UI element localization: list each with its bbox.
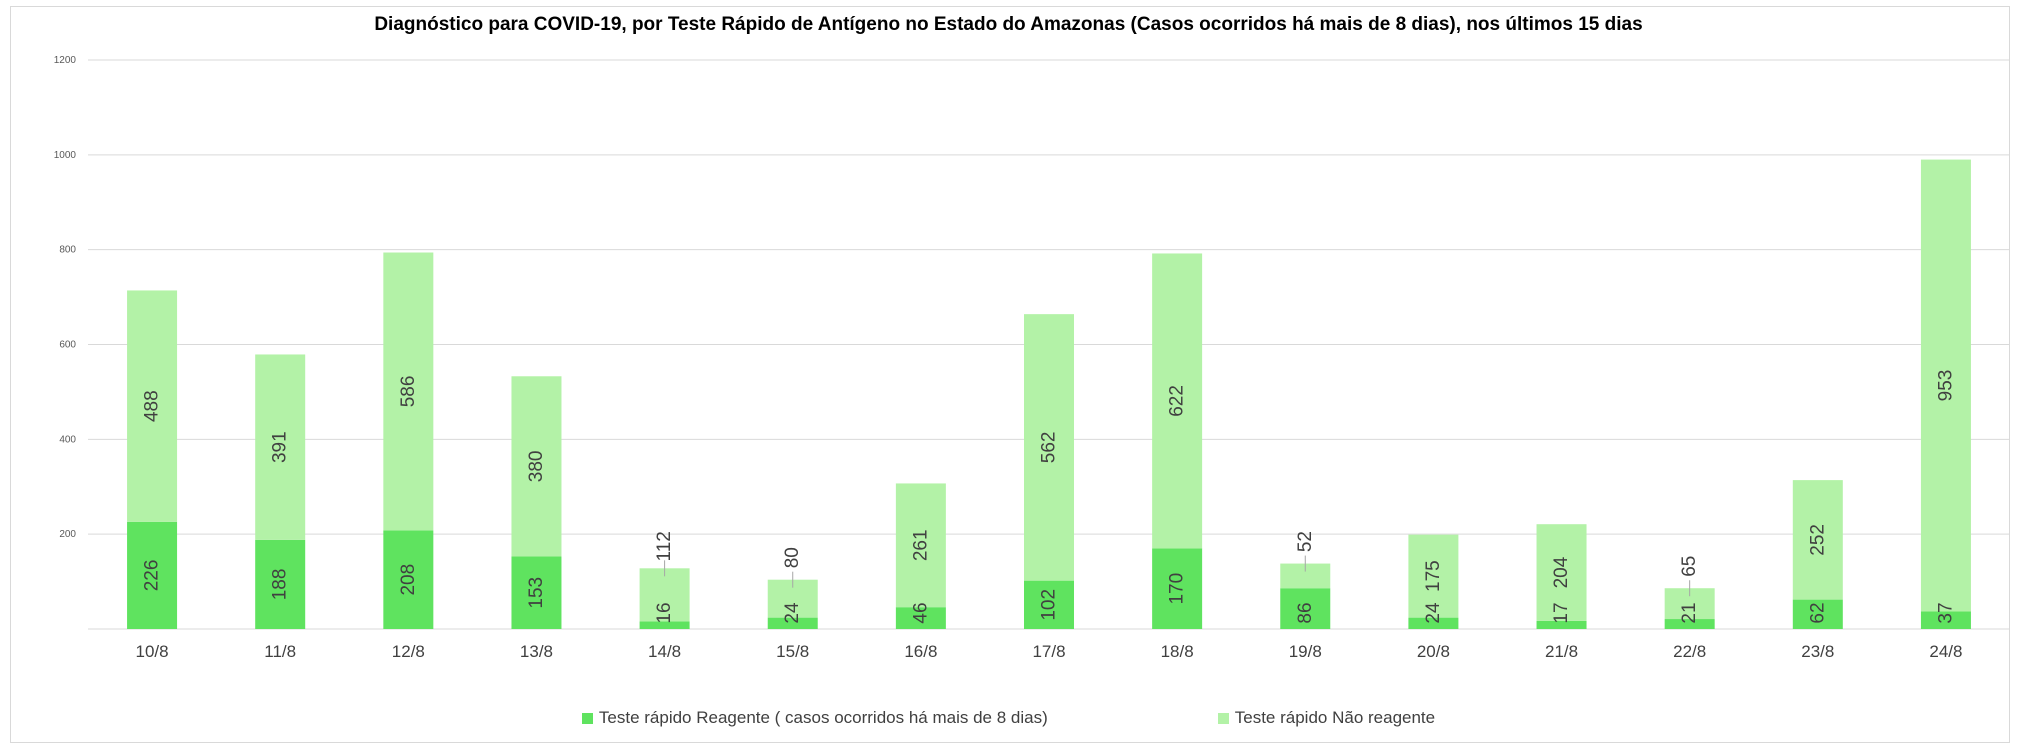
legend: Teste rápido Reagente ( casos ocorridos …: [0, 708, 2017, 728]
bar-reagente: [1792, 599, 1843, 629]
x-tick-label: 21/8: [1545, 642, 1578, 661]
bar-nao-reagente: [255, 354, 306, 540]
bar-nao-reagente: [1536, 524, 1587, 621]
y-tick-label: 800: [59, 245, 76, 256]
bar-reagente: [639, 621, 690, 629]
bar-nao-reagente: [895, 483, 946, 608]
legend-item: Teste rápido Reagente ( casos ocorridos …: [581, 708, 1048, 728]
data-label-nao-reagente: 52: [1295, 531, 1316, 552]
bar-reagente: [1920, 611, 1971, 629]
bar-reagente: [127, 521, 178, 629]
data-label-reagente: 24: [1423, 602, 1444, 624]
data-label-reagente: 21: [1679, 602, 1700, 623]
legend-swatch: [581, 712, 593, 724]
legend-swatch: [1217, 712, 1229, 724]
legend-label: Teste rápido Reagente ( casos ocorridos …: [598, 708, 1048, 727]
bar-reagente: [1152, 548, 1203, 629]
bar-reagente: [895, 607, 946, 629]
x-tick-label: 19/8: [1289, 642, 1322, 661]
bar-nao-reagente: [1408, 534, 1459, 618]
y-tick-label: 1000: [54, 150, 77, 161]
data-label-reagente: 16: [654, 602, 675, 623]
bar-nao-reagente: [1792, 480, 1843, 600]
bar-reagente: [767, 617, 818, 629]
bar-reagente: [1536, 620, 1587, 629]
y-tick-label: 600: [59, 340, 76, 351]
data-label-nao-reagente: 380: [526, 451, 547, 483]
bar-nao-reagente: [1920, 159, 1971, 612]
data-label-nao-reagente: 261: [910, 529, 931, 561]
data-label-nao-reagente: 204: [1551, 556, 1572, 588]
x-tick-label: 15/8: [776, 642, 809, 661]
bar-nao-reagente: [127, 290, 178, 522]
data-label-nao-reagente: 622: [1167, 385, 1188, 417]
data-label-reagente: 208: [398, 564, 419, 596]
bar-reagente: [1024, 580, 1074, 629]
bar-nao-reagente: [383, 252, 434, 531]
data-label-nao-reagente: 953: [1935, 370, 1956, 402]
x-tick-label: 24/8: [1929, 642, 1962, 661]
data-label-reagente: 153: [526, 577, 547, 609]
bar-reagente: [511, 556, 562, 629]
bar-reagente: [1280, 588, 1331, 629]
x-tick-label: 23/8: [1801, 642, 1834, 661]
bar-nao-reagente: [1152, 253, 1203, 549]
data-label-nao-reagente: 562: [1039, 432, 1060, 464]
data-label-nao-reagente: 112: [654, 531, 675, 561]
data-label-reagente: 170: [1167, 573, 1188, 605]
x-tick-label: 16/8: [904, 642, 937, 661]
x-tick-label: 10/8: [136, 642, 169, 661]
data-label-reagente: 226: [142, 560, 163, 592]
bar-reagente: [383, 530, 434, 629]
bar-nao-reagente: [639, 568, 690, 622]
data-label-nao-reagente: 586: [398, 376, 419, 408]
x-tick-label: 20/8: [1417, 642, 1450, 661]
data-label-reagente: 102: [1039, 589, 1060, 621]
chart-title: Diagnóstico para COVID-19, por Teste Ráp…: [374, 14, 1643, 35]
data-label-nao-reagente: 391: [270, 431, 291, 463]
x-tick-label: 22/8: [1673, 642, 1706, 661]
data-label-nao-reagente: 175: [1423, 560, 1444, 592]
data-label-reagente: 62: [1807, 602, 1828, 623]
data-label-reagente: 17: [1551, 602, 1572, 623]
data-label-reagente: 188: [270, 569, 291, 601]
x-tick-label: 18/8: [1161, 642, 1194, 661]
x-tick-label: 12/8: [392, 642, 425, 661]
data-label-nao-reagente: 65: [1679, 556, 1700, 577]
bar-reagente: [1408, 617, 1459, 629]
bar-nao-reagente: [1024, 314, 1074, 581]
bar-nao-reagente: [511, 376, 562, 557]
legend-label: Teste rápido Não reagente: [1234, 708, 1436, 727]
y-tick-label: 1200: [54, 55, 77, 66]
data-label-nao-reagente: 80: [782, 547, 803, 568]
x-tick-label: 13/8: [520, 642, 553, 661]
data-label-reagente: 37: [1935, 602, 1956, 623]
data-label-reagente: 46: [910, 602, 931, 623]
data-label-nao-reagente: 252: [1807, 524, 1828, 556]
y-tick-label: 400: [59, 434, 76, 445]
data-label-reagente: 86: [1295, 602, 1316, 623]
x-tick-label: 17/8: [1032, 642, 1065, 661]
y-tick-label: 200: [59, 529, 76, 540]
data-label-nao-reagente: 488: [142, 390, 163, 422]
data-label-reagente: 24: [782, 602, 803, 624]
x-tick-label: 11/8: [264, 642, 296, 661]
bar-reagente: [255, 539, 306, 629]
legend-item: Teste rápido Não reagente: [1217, 708, 1436, 728]
bar-reagente: [1664, 619, 1715, 629]
x-tick-label: 14/8: [648, 642, 681, 661]
